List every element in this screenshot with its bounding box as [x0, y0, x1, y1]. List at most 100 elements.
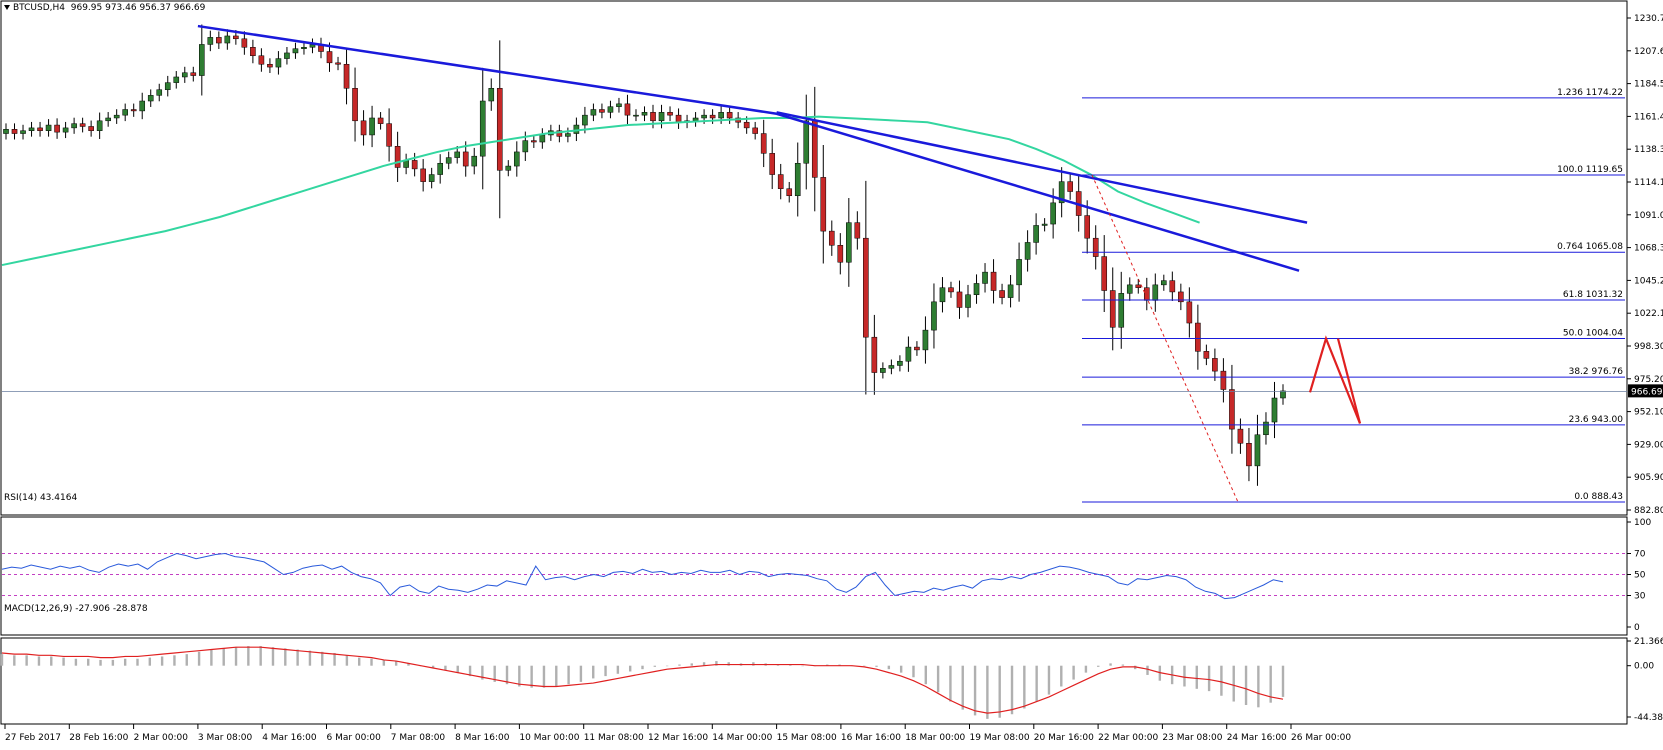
- candle-bear: [752, 127, 758, 134]
- candle-bull: [1263, 421, 1269, 436]
- candle-bull: [207, 37, 214, 45]
- candle-bear: [811, 120, 818, 178]
- price-y-tick-label: 998.30: [1634, 342, 1663, 352]
- macd-histogram-bar: [0, 654, 4, 666]
- time-tick-label: 16 Mar 16:00: [841, 733, 901, 743]
- candle-bear: [1186, 301, 1193, 324]
- candle-bull: [479, 100, 486, 157]
- candle-bear: [343, 63, 350, 89]
- macd-histogram-bar: [1097, 665, 1100, 667]
- macd-histogram-bar: [1257, 665, 1260, 708]
- candle-bull: [616, 103, 622, 107]
- macd-histogram-bar: [998, 665, 1001, 718]
- candle-bull: [1152, 284, 1159, 301]
- macd-histogram-bar: [123, 658, 127, 666]
- candle-bear: [624, 103, 631, 116]
- macd-histogram-bar: [616, 665, 620, 674]
- candle-bull: [488, 88, 495, 102]
- candle-bull: [565, 133, 571, 137]
- macd-histogram-bar: [444, 665, 447, 671]
- candle-bull: [582, 114, 588, 126]
- candle-bear: [667, 112, 673, 116]
- macd-histogram-bar: [1035, 665, 1038, 702]
- macd-histogram-bar: [99, 659, 102, 666]
- candle-bear: [267, 63, 273, 68]
- macd-histogram-bar: [456, 665, 459, 673]
- candle-bear: [420, 168, 426, 182]
- macd-histogram-bar: [690, 663, 693, 666]
- time-tick-label: 26 Mar 00:00: [1291, 733, 1351, 743]
- candle-bear: [88, 126, 94, 131]
- candle-bull: [71, 123, 77, 129]
- macd-histogram-bar: [370, 658, 373, 666]
- macd-histogram-bar: [542, 665, 546, 688]
- time-tick-label: 23 Mar 08:00: [1162, 733, 1222, 743]
- macd-histogram-bar: [530, 665, 533, 688]
- macd-histogram-bar: [641, 665, 644, 670]
- ohlc-values: 969.95 973.46 956.37 966.69: [70, 3, 206, 13]
- time-tick-label: 19 Mar 08:00: [970, 733, 1030, 743]
- symbol-label: BTCUSD,H4: [13, 3, 66, 13]
- candle-bull: [147, 95, 154, 102]
- macd-histogram-bar: [111, 659, 115, 666]
- macd-title: MACD(12,26,9) -27.906 -28.878: [4, 604, 148, 614]
- macd-histogram-bar: [973, 665, 977, 716]
- candle-bear: [386, 123, 392, 147]
- candle-bull: [454, 151, 461, 158]
- candle-bear: [820, 177, 827, 232]
- macd-y-tick-label: -44.382: [1634, 713, 1663, 723]
- macd-histogram-bar: [1121, 664, 1125, 666]
- candle-bull: [658, 112, 665, 122]
- candle-bear: [190, 72, 197, 76]
- time-tick-label: 4 Mar 16:00: [262, 733, 317, 743]
- candle-bear: [250, 47, 256, 57]
- price-y-tick-label: 882.80: [1634, 506, 1663, 516]
- macd-histogram-bar: [1269, 665, 1272, 703]
- candle-bull: [607, 106, 614, 113]
- candle-bull: [224, 35, 231, 44]
- candle-bull: [471, 155, 478, 167]
- macd-histogram-bar: [259, 646, 262, 666]
- macd-histogram-bar: [74, 658, 78, 666]
- rsi-pane-frame: [0, 516, 1628, 636]
- rsi-y-tick-label: 0: [1634, 623, 1640, 633]
- macd-histogram-bar: [1207, 665, 1211, 692]
- candle-bull: [1041, 223, 1048, 226]
- rsi-y-tick-label: 70: [1634, 550, 1646, 560]
- candle-bear: [1109, 290, 1116, 328]
- symbol-header: BTCUSD,H4 969.95 973.46 956.37 966.69: [4, 3, 205, 13]
- candle-bull: [931, 301, 937, 331]
- triangle-down-icon[interactable]: [4, 5, 10, 10]
- candle-bear: [990, 271, 997, 291]
- macd-signal-line: [1, 646, 1284, 714]
- candle-bear: [531, 140, 537, 143]
- candle-bear: [1229, 389, 1235, 430]
- candle-bull: [1058, 181, 1065, 204]
- candle-bear: [11, 129, 18, 134]
- candle-bull: [45, 124, 52, 131]
- candle-bull: [1016, 259, 1022, 286]
- macd-histogram-bar: [481, 665, 484, 680]
- macd-histogram-bar: [604, 665, 607, 677]
- time-tick-label: 27 Feb 2017: [5, 733, 61, 743]
- candle-bear: [1092, 237, 1099, 257]
- macd-pane-frame: [0, 637, 1628, 725]
- time-tick-label: 3 Mar 08:00: [198, 733, 253, 743]
- candle-bull: [428, 174, 435, 182]
- macd-histogram-bar: [358, 657, 361, 666]
- candle-bear: [130, 109, 137, 112]
- macd-histogram-group: [0, 646, 1285, 719]
- candle-bear: [1067, 181, 1073, 192]
- macd-histogram-bar: [25, 655, 28, 666]
- candle-bull: [164, 82, 171, 90]
- candle-bear: [335, 62, 341, 65]
- candle-bear: [394, 146, 401, 168]
- candle-bear: [556, 130, 563, 137]
- fib-level-label: 0.764 1065.08: [1557, 242, 1623, 252]
- macd-histogram-bar: [185, 654, 188, 666]
- candle-bull: [284, 52, 290, 59]
- candle-bull: [701, 114, 707, 119]
- candle-bull: [505, 165, 512, 171]
- price-y-tick-label: 1230.70: [1634, 14, 1663, 24]
- candle-bull: [888, 365, 895, 369]
